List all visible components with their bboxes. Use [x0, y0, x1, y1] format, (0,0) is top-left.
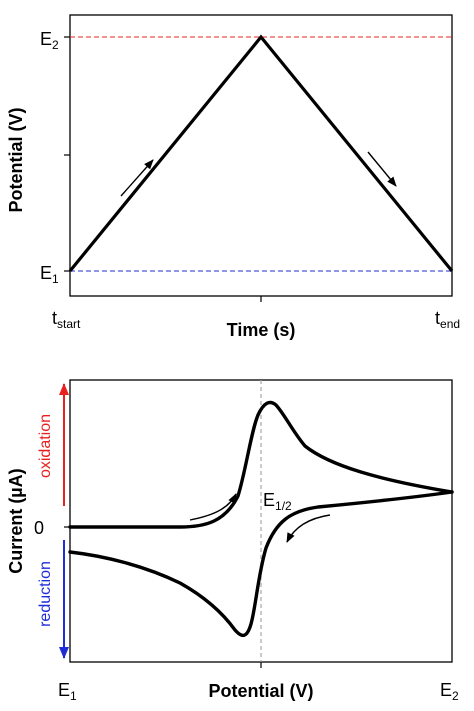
forward-scan-arrow	[120, 159, 154, 197]
t-end-label: tend	[435, 308, 460, 331]
reverse-scan-arrow	[286, 514, 331, 543]
forward-scan-arrow	[189, 493, 237, 521]
reduction-label: reduction	[37, 561, 54, 627]
reverse-scan-arrow	[367, 151, 397, 187]
x-axis-e2-label: E2	[440, 680, 459, 703]
waveform-x-axis-title: Time (s)	[227, 320, 296, 340]
voltammogram-panel: oxidation reduction Current (µA) Potenti…	[6, 379, 459, 703]
x-axis-e1-label: E1	[58, 680, 77, 703]
e-half-label: E1/2	[263, 490, 292, 513]
oxidation-label: oxidation	[37, 414, 54, 478]
triangle-waveform-line	[68, 34, 454, 273]
waveform-panel: Potential (V) Time (s) E2 E1 tstart tend	[6, 14, 460, 340]
voltammogram-x-axis-title: Potential (V)	[208, 681, 313, 701]
zero-current-label: 0	[34, 518, 44, 538]
waveform-e2-label: E2	[40, 29, 59, 52]
waveform-e1-label: E1	[40, 263, 59, 286]
voltammogram-y-axis-title: Current (µA)	[6, 468, 26, 573]
waveform-y-axis-title: Potential (V)	[6, 107, 26, 212]
cv-reverse-scan-curve	[68, 490, 454, 638]
t-start-label: tstart	[52, 308, 81, 331]
cv-forward-scan-curve	[68, 400, 454, 529]
waveform-frame	[69, 14, 453, 297]
